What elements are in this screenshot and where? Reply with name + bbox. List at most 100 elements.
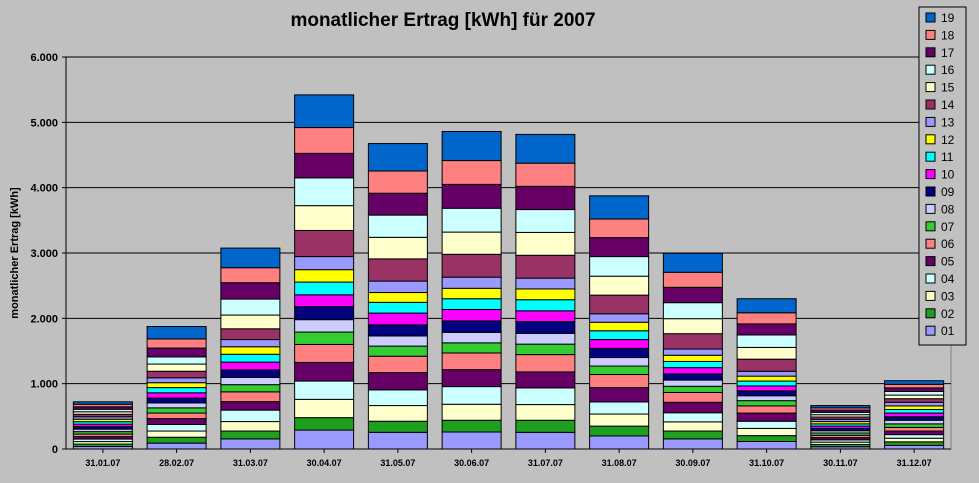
bar-segment <box>736 400 797 407</box>
legend-item: 19 <box>925 11 955 25</box>
bar-segment <box>441 369 502 388</box>
legend-swatch <box>925 134 936 145</box>
bar-segment <box>294 127 355 154</box>
bar-segment <box>884 387 945 393</box>
x-tick-label: 30.04.07 <box>307 458 342 468</box>
bar-segment <box>146 338 207 349</box>
bar-segment <box>884 430 945 436</box>
bar-segment <box>294 177 355 207</box>
bar-stack <box>367 143 428 450</box>
bar-segment <box>294 361 355 382</box>
legend-label: 04 <box>941 272 955 286</box>
bar-segment <box>146 402 207 409</box>
y-tick-label: 3.000 <box>30 248 58 260</box>
bar-segment <box>515 419 576 433</box>
x-tick-label: 30.09.07 <box>675 458 710 468</box>
bar-segment <box>662 302 723 320</box>
bar-segment <box>662 252 723 273</box>
y-tick-label: 5.000 <box>30 117 58 129</box>
legend-item: 04 <box>925 272 955 286</box>
bar-segment <box>515 404 576 421</box>
bar-segment <box>146 370 207 379</box>
bar-segment <box>736 395 797 402</box>
legend-label: 12 <box>941 133 955 147</box>
y-tick-label: 1.000 <box>30 379 58 391</box>
legend-swatch <box>925 169 936 180</box>
legend-swatch <box>925 151 936 162</box>
bar-segment <box>589 256 650 277</box>
bar-segment <box>736 412 797 422</box>
legend-item: 18 <box>925 28 955 42</box>
bar-segment <box>662 318 723 335</box>
legend-label: 16 <box>941 63 955 77</box>
legend-label: 01 <box>941 324 955 338</box>
legend-label: 03 <box>941 289 955 303</box>
bar-segment <box>884 412 945 418</box>
bar-segment <box>515 299 576 312</box>
bar-stack <box>294 94 355 450</box>
bar-segment <box>589 237 650 258</box>
bar-segment <box>810 405 871 409</box>
bar-segment <box>662 412 723 423</box>
legend-label: 14 <box>941 98 955 112</box>
bar-stack <box>441 130 502 450</box>
legend-swatch <box>925 12 936 23</box>
x-tick-label: 31.08.07 <box>602 458 637 468</box>
bar-segment <box>294 269 355 283</box>
bar-segment <box>220 376 281 386</box>
bar-segment <box>220 401 281 411</box>
bar-segment <box>515 431 576 450</box>
legend-label: 06 <box>941 237 955 251</box>
legend-item: 06 <box>925 237 955 251</box>
bar-segment <box>367 324 428 337</box>
bar-segment <box>294 343 355 363</box>
bar-segment <box>736 380 797 387</box>
bar-segment <box>589 275 650 296</box>
legend-label: 10 <box>941 168 955 182</box>
legend-item: 14 <box>925 98 955 112</box>
bar-segment <box>884 405 945 410</box>
bar-segment <box>662 385 723 393</box>
bar-segment <box>441 231 502 255</box>
bar-segment <box>367 236 428 260</box>
bar-segment <box>515 310 576 323</box>
bar-segment <box>294 417 355 431</box>
bar-segment <box>146 442 207 450</box>
bar-segment <box>515 277 576 290</box>
bar-segment <box>589 330 650 341</box>
bar-segment <box>662 438 723 450</box>
bar-segment <box>662 360 723 369</box>
bar-segment <box>294 306 355 321</box>
bar-segment <box>884 416 945 421</box>
bar-stack <box>146 326 207 450</box>
bar-segment <box>220 282 281 300</box>
legend-swatch <box>925 116 936 127</box>
bar-segment <box>367 312 428 326</box>
bar-segment <box>367 170 428 194</box>
x-tick-label: 31.05.07 <box>380 458 415 468</box>
bar-segment <box>662 333 723 350</box>
bar-segment <box>589 339 650 349</box>
bar-segment <box>589 425 650 437</box>
gridlines <box>66 56 951 385</box>
bar-segment <box>589 195 650 220</box>
bar-segment <box>146 382 207 389</box>
bar-segment <box>220 384 281 393</box>
bar-segment <box>736 312 797 325</box>
bar-segment <box>441 287 502 300</box>
bar-segment <box>515 185 576 211</box>
bar-segment <box>367 345 428 357</box>
bar-segment <box>884 437 945 443</box>
legend-swatch <box>925 290 936 301</box>
bar-segment <box>589 321 650 332</box>
bar-segment <box>146 397 207 404</box>
bar-segment <box>220 430 281 440</box>
bar-segment <box>589 435 650 450</box>
bar-segment <box>736 298 797 314</box>
bar-segment <box>220 314 281 330</box>
bar-segment <box>736 390 797 397</box>
bar-segment <box>146 356 207 365</box>
bar-segment <box>736 375 797 382</box>
bar-segment <box>515 231 576 256</box>
